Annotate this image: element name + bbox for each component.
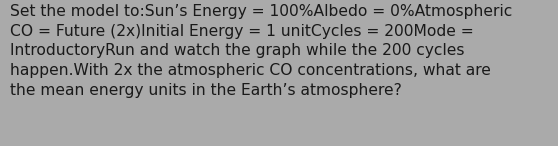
Text: Set the model to:Sun’s Energy = 100%Albedo = 0%Atmospheric
CO = Future (2x)Initi: Set the model to:Sun’s Energy = 100%Albe… — [10, 4, 512, 98]
